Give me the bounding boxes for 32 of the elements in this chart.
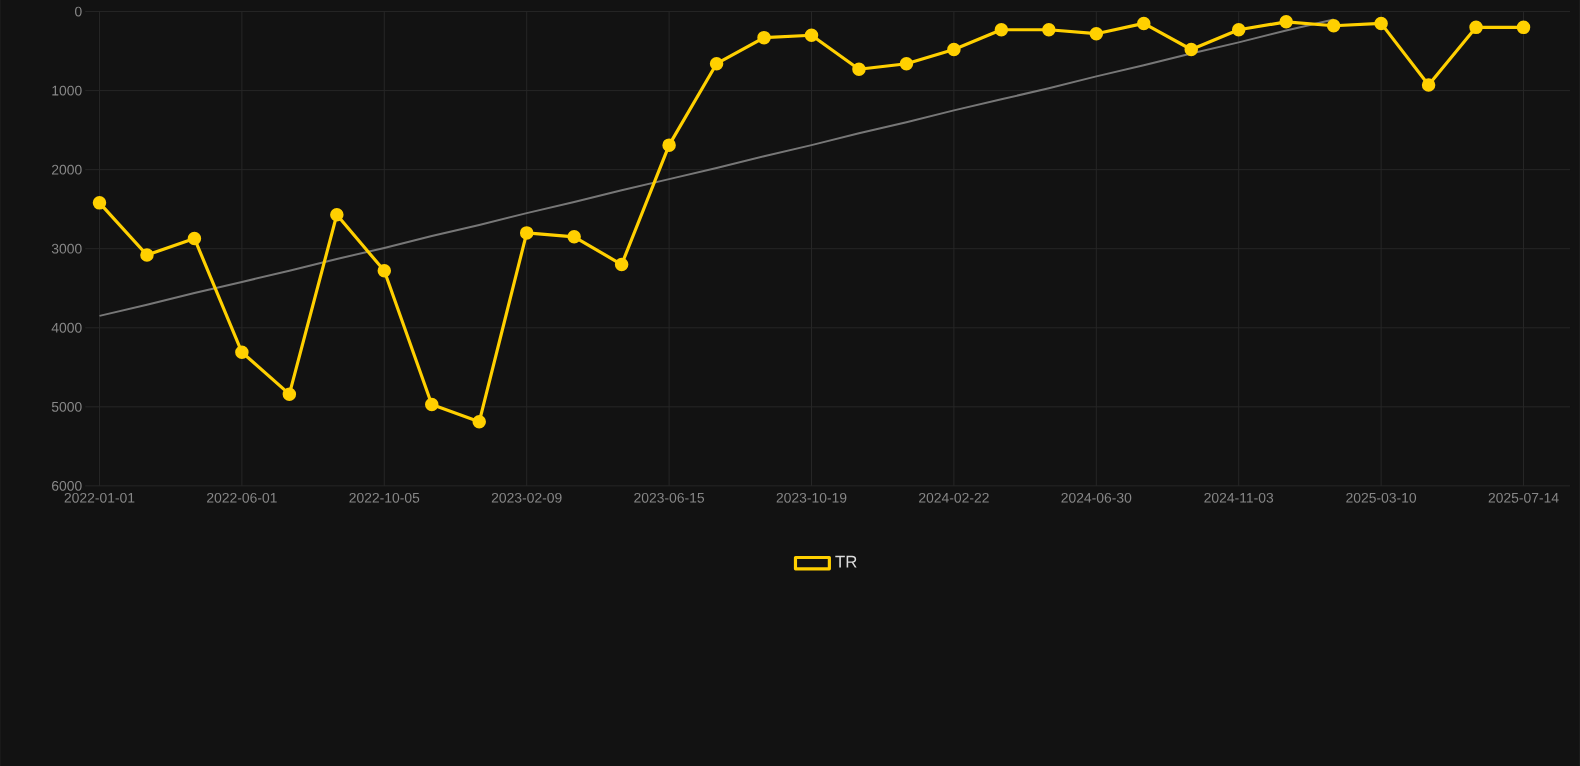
point [852,62,866,76]
point [567,229,581,244]
point [472,414,486,429]
point [1042,22,1056,37]
point [1184,42,1198,56]
point [994,22,1009,37]
point [709,56,724,71]
point [947,42,961,56]
point [1137,16,1151,30]
point [757,30,771,44]
point [377,263,392,278]
point [1516,20,1531,34]
point [1326,18,1341,33]
point [140,247,154,262]
point [1421,77,1436,92]
point [330,207,344,222]
point [1231,22,1246,37]
point [235,345,249,359]
point [187,231,202,245]
point [662,137,676,152]
point [519,225,534,240]
point [425,397,439,411]
point [1374,16,1388,30]
legend-label: TR [835,555,857,568]
point [282,386,297,401]
point [1469,20,1483,34]
point [1089,26,1104,40]
point [899,56,914,71]
point [614,257,629,271]
point [92,195,107,210]
point [804,28,819,42]
point [1279,14,1293,29]
